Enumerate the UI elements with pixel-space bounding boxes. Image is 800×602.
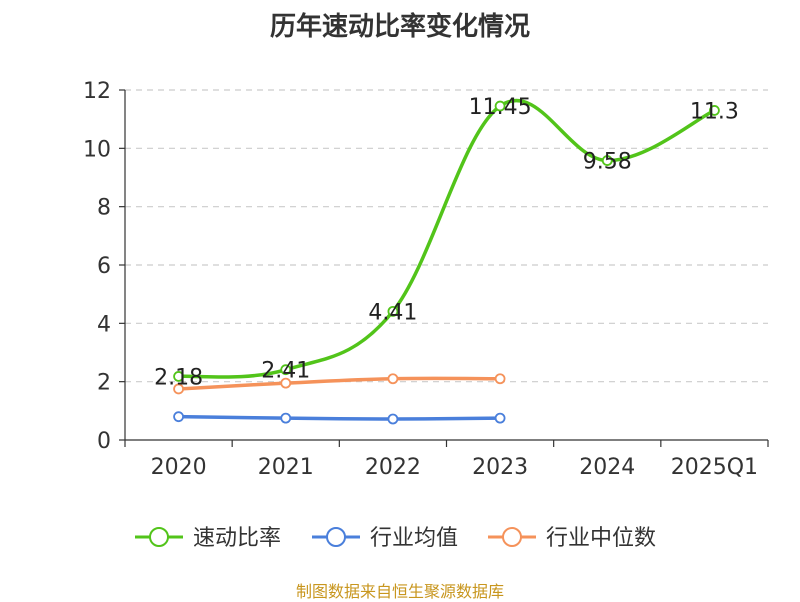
legend: 速动比率 行业均值 行业中位数 bbox=[135, 526, 656, 551]
data-point bbox=[387, 373, 399, 385]
data-point bbox=[494, 412, 506, 424]
series-line-1 bbox=[178, 414, 501, 421]
data-point bbox=[387, 413, 399, 425]
x-tick-label: 2023 bbox=[472, 455, 528, 480]
x-tick-label: 2022 bbox=[365, 455, 421, 480]
chart-title: 历年速动比率变化情况 bbox=[269, 12, 530, 42]
y-tick-label: 10 bbox=[83, 137, 111, 162]
legend-marker bbox=[326, 527, 346, 547]
x-tick-label: 2024 bbox=[579, 455, 635, 480]
data-labels: 2.18 2.41 4.41 11.45 9.58 11.3 bbox=[154, 95, 739, 390]
y-tick-label: 8 bbox=[97, 196, 111, 221]
x-tick-label: 2021 bbox=[258, 455, 314, 480]
data-label: 4.41 bbox=[368, 300, 417, 325]
data-point bbox=[494, 100, 506, 112]
grid-lines bbox=[125, 89, 768, 383]
axes: 0 2 4 6 8 10 12 2020 2021 2022 2023 2024 2025Q1 bbox=[83, 79, 769, 480]
data-point bbox=[387, 305, 399, 317]
data-label: 2.41 bbox=[261, 359, 310, 384]
series-line-0 bbox=[178, 98, 716, 379]
data-label: 11.45 bbox=[469, 95, 532, 120]
legend-label: 行业中位数 bbox=[546, 526, 656, 551]
data-label: 11.3 bbox=[690, 99, 739, 124]
data-point bbox=[494, 373, 506, 385]
legend-label: 行业均值 bbox=[370, 526, 458, 551]
data-point bbox=[173, 371, 184, 382]
data-point bbox=[280, 364, 292, 376]
y-tick-label: 0 bbox=[97, 429, 111, 454]
y-tick-label: 6 bbox=[97, 254, 111, 279]
series-line-2 bbox=[178, 376, 501, 391]
y-tick-label: 2 bbox=[97, 371, 111, 396]
legend-marker bbox=[502, 527, 522, 547]
data-point bbox=[173, 411, 184, 423]
data-label: 2.18 bbox=[154, 365, 203, 390]
source-note: 制图数据来自恒生聚源数据库 bbox=[295, 582, 504, 601]
data-point bbox=[709, 105, 720, 116]
data-point bbox=[601, 155, 613, 166]
legend-label: 速动比率 bbox=[193, 526, 281, 551]
data-point bbox=[280, 377, 292, 389]
x-tick-label: 2020 bbox=[151, 455, 207, 480]
y-tick-label: 4 bbox=[97, 312, 111, 337]
x-tick-label: 2025Q1 bbox=[671, 455, 758, 480]
data-point bbox=[280, 412, 292, 424]
legend-marker bbox=[149, 527, 169, 547]
series-lines bbox=[173, 98, 720, 425]
data-label: 9.58 bbox=[583, 150, 632, 175]
data-point bbox=[173, 383, 184, 395]
y-tick-label: 12 bbox=[83, 79, 111, 104]
